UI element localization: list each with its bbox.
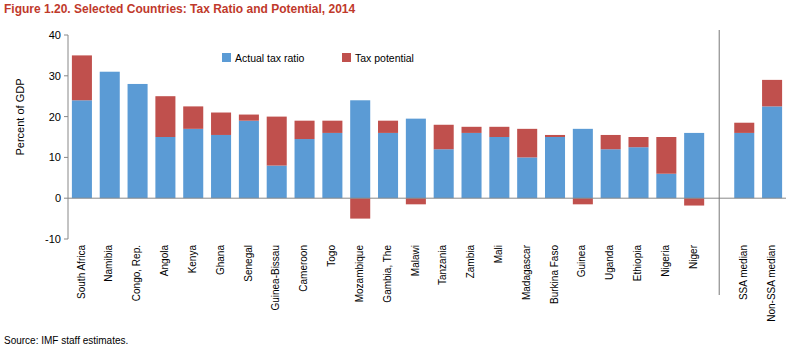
bar [211,135,231,198]
y-tick [64,75,68,76]
bar [183,106,203,128]
x-tick-label: Namibia [103,245,114,282]
x-tick-label: Ethiopia [632,245,643,282]
bar [239,121,259,199]
bar [684,133,704,198]
bar [211,113,231,135]
bar [128,83,148,84]
bar [734,123,754,133]
y-tick-label: 20 [49,111,61,123]
x-tick-label: Mozambique [354,245,365,303]
y-axis [68,35,69,239]
x-tick-label: South Africa [76,245,87,299]
y-tick-label: 0 [55,192,61,204]
bars [72,55,782,218]
bar [517,129,537,158]
y-tick [64,157,68,158]
bar [378,121,398,133]
bar [350,100,370,198]
bar [72,100,92,198]
x-tick-label: Madagascar [521,244,532,300]
bar [295,139,315,198]
bar [628,137,648,147]
x-tick-label: Mali [493,245,504,263]
bar [489,127,509,137]
bar [601,135,621,149]
bar [462,127,482,133]
bar [517,157,537,198]
bar [295,121,315,139]
bar [656,137,676,174]
y-tick-label: 10 [49,151,61,163]
y-tick [64,35,68,36]
x-tick-label: SSA median [738,245,749,300]
y-tick [64,239,68,240]
bar [684,198,704,205]
bar [601,149,621,198]
bar [573,129,593,198]
x-tick-label: Gambia, The [382,245,393,303]
legend-label: Actual tax ratio [235,52,305,64]
bar [239,115,259,121]
bar [545,135,565,137]
bar [462,133,482,198]
bar [322,133,342,198]
bar [489,137,509,198]
bar [267,117,287,166]
bar [155,137,175,198]
x-tick-label: Niger [688,244,699,269]
x-tick-label: Guinea [576,245,587,278]
y-tick-label: -10 [45,233,61,245]
x-tick-label: Nigeria [660,245,671,277]
bar [155,96,175,137]
bar [406,198,426,204]
x-tick-label: Ghana [215,245,226,275]
bar [128,84,148,198]
group-separator [719,30,720,295]
bar [628,147,648,198]
source: Source: IMF staff estimates. [4,335,128,346]
bar [350,198,370,218]
bar [100,72,120,198]
x-tick-label: Tanzania [437,245,448,285]
bar [734,133,754,198]
bar [322,121,342,133]
x-tick-label: Non-SSA median [766,245,777,322]
chart: Figure 1.20. Selected Countries: Tax Rat… [0,0,793,350]
x-tick-label: Burkina Faso [549,245,560,304]
x-tick-label: Cameroon [298,245,309,292]
y-tick-label: 30 [49,70,61,82]
x-tick-label: Senegal [243,245,254,282]
bar [434,125,454,149]
bar [762,106,782,198]
bar [72,55,92,100]
bar [100,71,120,72]
legend-swatch [342,53,351,62]
x-tick-label: Zambia [465,245,476,279]
y-tick [64,116,68,117]
legend-swatch [222,53,231,62]
x-tick-label: Togo [326,245,337,267]
x-tick-label: Congo, Rep. [131,245,142,301]
y-tick-label: 40 [49,29,61,41]
x-tick-label: Guinea-Bissau [270,245,281,311]
bar [406,119,426,199]
y-axis-label: Percent of GDP [14,78,26,155]
x-axis [68,198,786,199]
x-tick-label: Malawi [410,245,421,276]
x-tick-label: Angola [159,245,170,277]
bar [378,133,398,198]
bar [762,80,782,107]
y-tick [64,198,68,199]
bar [545,137,565,198]
x-tick-label: Uganda [604,245,615,280]
legend-label: Tax potential [355,52,414,64]
bar [573,198,593,204]
bar [267,166,287,199]
x-tick-label: Kenya [187,245,198,274]
title: Figure 1.20. Selected Countries: Tax Rat… [4,2,356,16]
bar [183,129,203,198]
bar [434,149,454,198]
bar [656,174,676,198]
